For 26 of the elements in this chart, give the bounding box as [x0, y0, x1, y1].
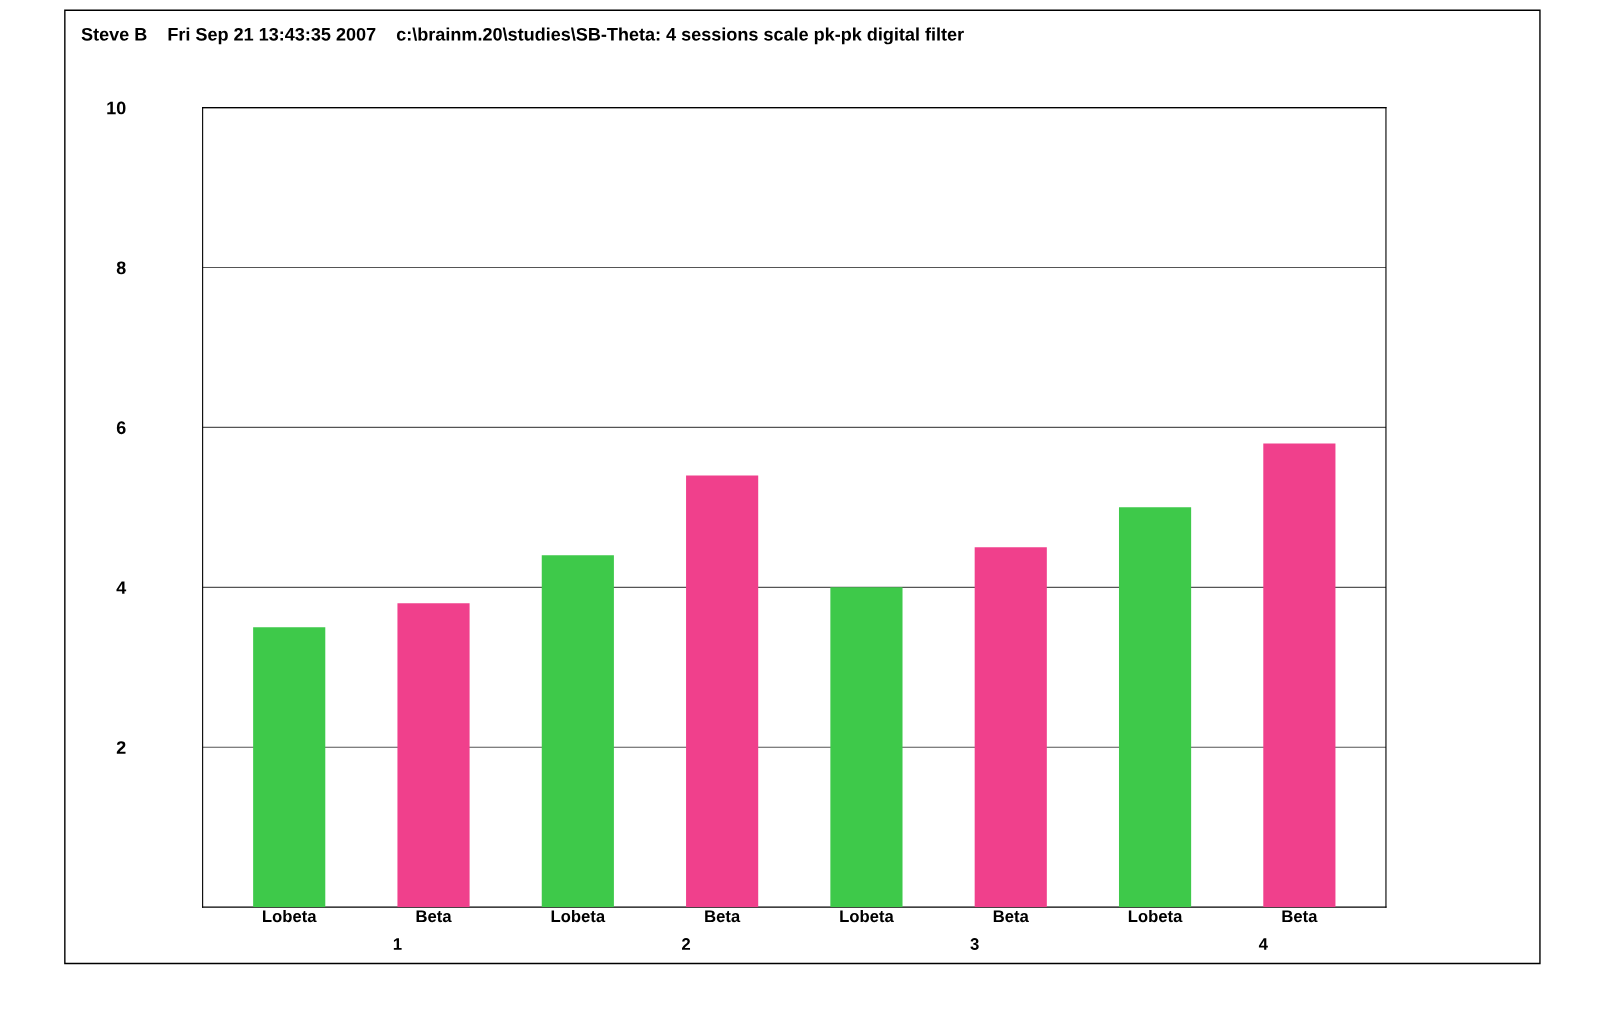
- bar: [830, 587, 903, 908]
- text: 2: [682, 938, 691, 950]
- bar: [974, 547, 1047, 908]
- y-tick-label: 2: [116, 741, 126, 754]
- x-tick-label: Beta: [1282, 910, 1318, 923]
- text: 3: [970, 938, 979, 950]
- y-tick-label: 8: [116, 261, 126, 275]
- bar: [541, 555, 614, 908]
- chart-title: Steve B Fri Sep 21 13:43:35 2007 c:\brainm.20\studies\SB-Theta: 4 sessions scale pk-pk digital filter: [81, 27, 964, 45]
- x-tick-label: Beta: [416, 910, 452, 923]
- text: 4: [1258, 938, 1268, 950]
- bar: [686, 475, 759, 908]
- x-tick-label: Beta: [993, 910, 1029, 923]
- bar: [253, 627, 326, 908]
- y-tick-label: 6: [116, 421, 126, 435]
- y-tick-label: 4: [116, 581, 127, 594]
- bar: [1263, 443, 1336, 908]
- x-tick-label: Lobeta: [840, 909, 894, 923]
- x-tick-label: Lobeta: [263, 909, 317, 923]
- x-tick-label: Lobeta: [1128, 909, 1183, 923]
- y-tick-label: 10: [107, 101, 126, 115]
- x-tick-label: Beta: [705, 910, 741, 923]
- text: 1: [393, 938, 402, 950]
- bar: [397, 603, 470, 908]
- bar: [1118, 507, 1192, 908]
- x-tick-label: Lobeta: [551, 909, 606, 923]
